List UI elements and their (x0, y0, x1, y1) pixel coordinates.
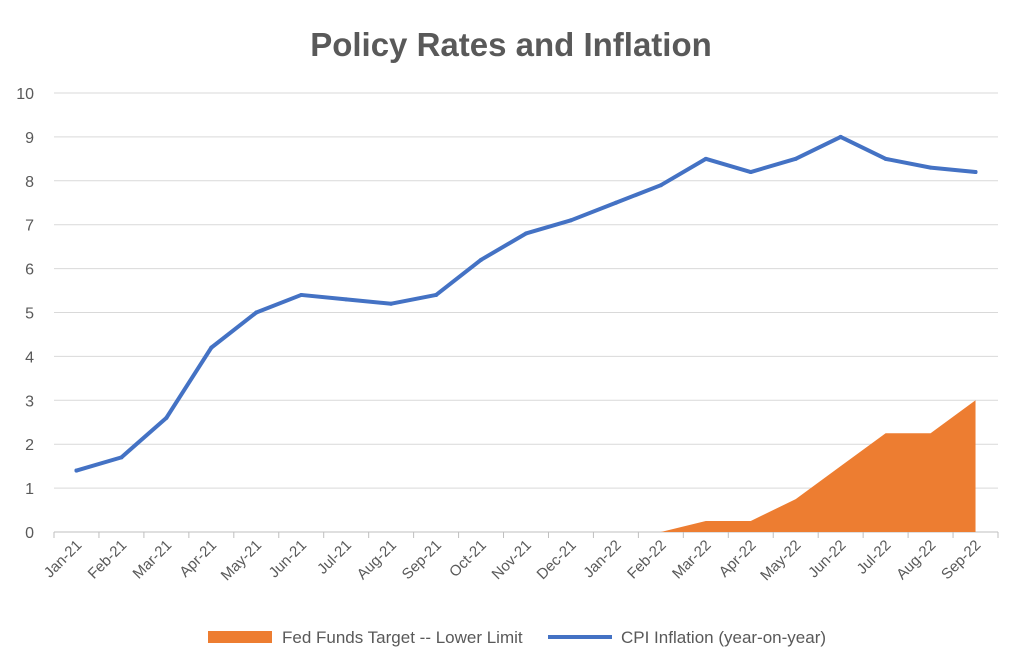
cpi-point (928, 165, 933, 170)
cpi-point (164, 415, 169, 420)
y-tick-label: 2 (25, 437, 34, 454)
x-tick-label: Sep-21 (399, 537, 445, 583)
x-tick-label: Jul-21 (314, 537, 355, 578)
x-tick-label: Aug-22 (893, 537, 939, 583)
x-tick-label: Feb-22 (624, 537, 670, 583)
cpi-point (973, 170, 978, 175)
legend-label-cpi: CPI Inflation (year-on-year) (621, 628, 826, 647)
x-tick-label: Jun-22 (805, 537, 849, 581)
x-tick-label: Feb-21 (85, 537, 131, 583)
legend-swatch-fed-funds (208, 631, 272, 643)
cpi-point (613, 200, 618, 205)
x-tick-label: Jan-22 (580, 537, 624, 581)
y-tick-label: 6 (25, 262, 34, 279)
cpi-point (434, 292, 439, 297)
y-tick-label: 4 (25, 349, 34, 366)
x-tick-label: Mar-22 (669, 537, 715, 583)
cpi-point (344, 297, 349, 302)
cpi-point (793, 156, 798, 161)
x-tick-label: Apr-22 (716, 537, 760, 581)
x-tick-label: Aug-21 (354, 537, 400, 583)
y-tick-label: 1 (25, 481, 34, 498)
x-tick-label: May-21 (218, 537, 265, 584)
x-tick-label: Jan-21 (41, 537, 85, 581)
y-tick-label: 0 (25, 525, 34, 542)
cpi-point (703, 156, 708, 161)
cpi-point (209, 345, 214, 350)
cpi-point (479, 257, 484, 262)
cpi-point (883, 156, 888, 161)
y-tick-label: 7 (25, 218, 34, 235)
cpi-point (389, 301, 394, 306)
chart-title: Policy Rates and Inflation (310, 26, 712, 63)
x-tick-label: Sep-22 (938, 537, 984, 583)
line-cpi-inflation (74, 134, 978, 473)
cpi-point (74, 468, 79, 473)
cpi-point (119, 455, 124, 460)
cpi-point (299, 292, 304, 297)
x-tick-label: Dec-21 (534, 537, 580, 583)
cpi-point (568, 218, 573, 223)
cpi-point (748, 170, 753, 175)
y-tick-label: 3 (25, 393, 34, 410)
y-tick-label: 9 (25, 130, 34, 147)
x-tick-label: May-22 (757, 537, 804, 584)
y-tick-label: 10 (16, 86, 34, 103)
x-tick-label: Nov-21 (489, 537, 535, 583)
cpi-point (658, 183, 663, 188)
cpi-point (254, 310, 259, 315)
cpi-point (524, 231, 528, 236)
y-tick-label: 8 (25, 174, 34, 191)
x-tick-label: Mar-21 (130, 537, 176, 583)
y-tick-label: 5 (25, 306, 34, 323)
x-tick-label: Oct-21 (446, 537, 490, 581)
x-tick-label: Jun-21 (266, 537, 310, 581)
legend-label-fed-funds: Fed Funds Target -- Lower Limit (282, 628, 523, 647)
x-tick-label: Apr-21 (176, 537, 220, 581)
cpi-point (838, 134, 843, 139)
area-fed-funds (660, 400, 976, 532)
x-tick-label: Jul-22 (854, 537, 895, 578)
